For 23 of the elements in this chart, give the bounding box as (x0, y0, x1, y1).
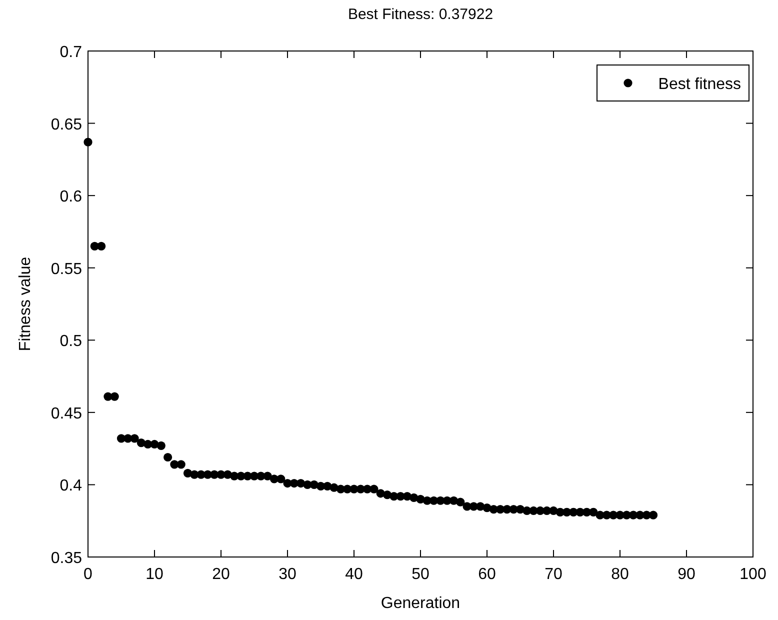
x-tick-label: 0 (84, 566, 93, 583)
x-tick-label: 70 (544, 566, 562, 583)
x-tick-label: 10 (146, 566, 164, 583)
y-axis-title: Fitness value (17, 256, 34, 352)
x-tick-label: 20 (212, 566, 230, 583)
x-tick-label: 60 (478, 566, 496, 583)
x-tick-label: 80 (611, 566, 629, 583)
x-tick-label: 50 (412, 566, 430, 583)
x-tick-label: 90 (678, 566, 696, 583)
legend-label: Best fitness (658, 76, 741, 93)
y-tick-label: 0.5 (60, 333, 82, 350)
y-tick-label: 0.65 (50, 116, 82, 134)
x-tick-label: 40 (345, 566, 363, 583)
y-tick-label: 0.45 (50, 405, 82, 422)
y-tick-label: 0.35 (50, 550, 82, 567)
x-axis-title: Generation (380, 595, 460, 612)
y-tick-label: 0.55 (50, 260, 82, 278)
y-tick-label: 0.4 (60, 478, 82, 495)
y-tick-label: 0.7 (60, 44, 82, 61)
x-tick-label: 100 (740, 566, 766, 583)
y-tick-label: 0.6 (60, 188, 82, 206)
chart-title: Best Fitness: 0.37922 (348, 6, 494, 23)
x-tick-label: 30 (278, 566, 296, 583)
